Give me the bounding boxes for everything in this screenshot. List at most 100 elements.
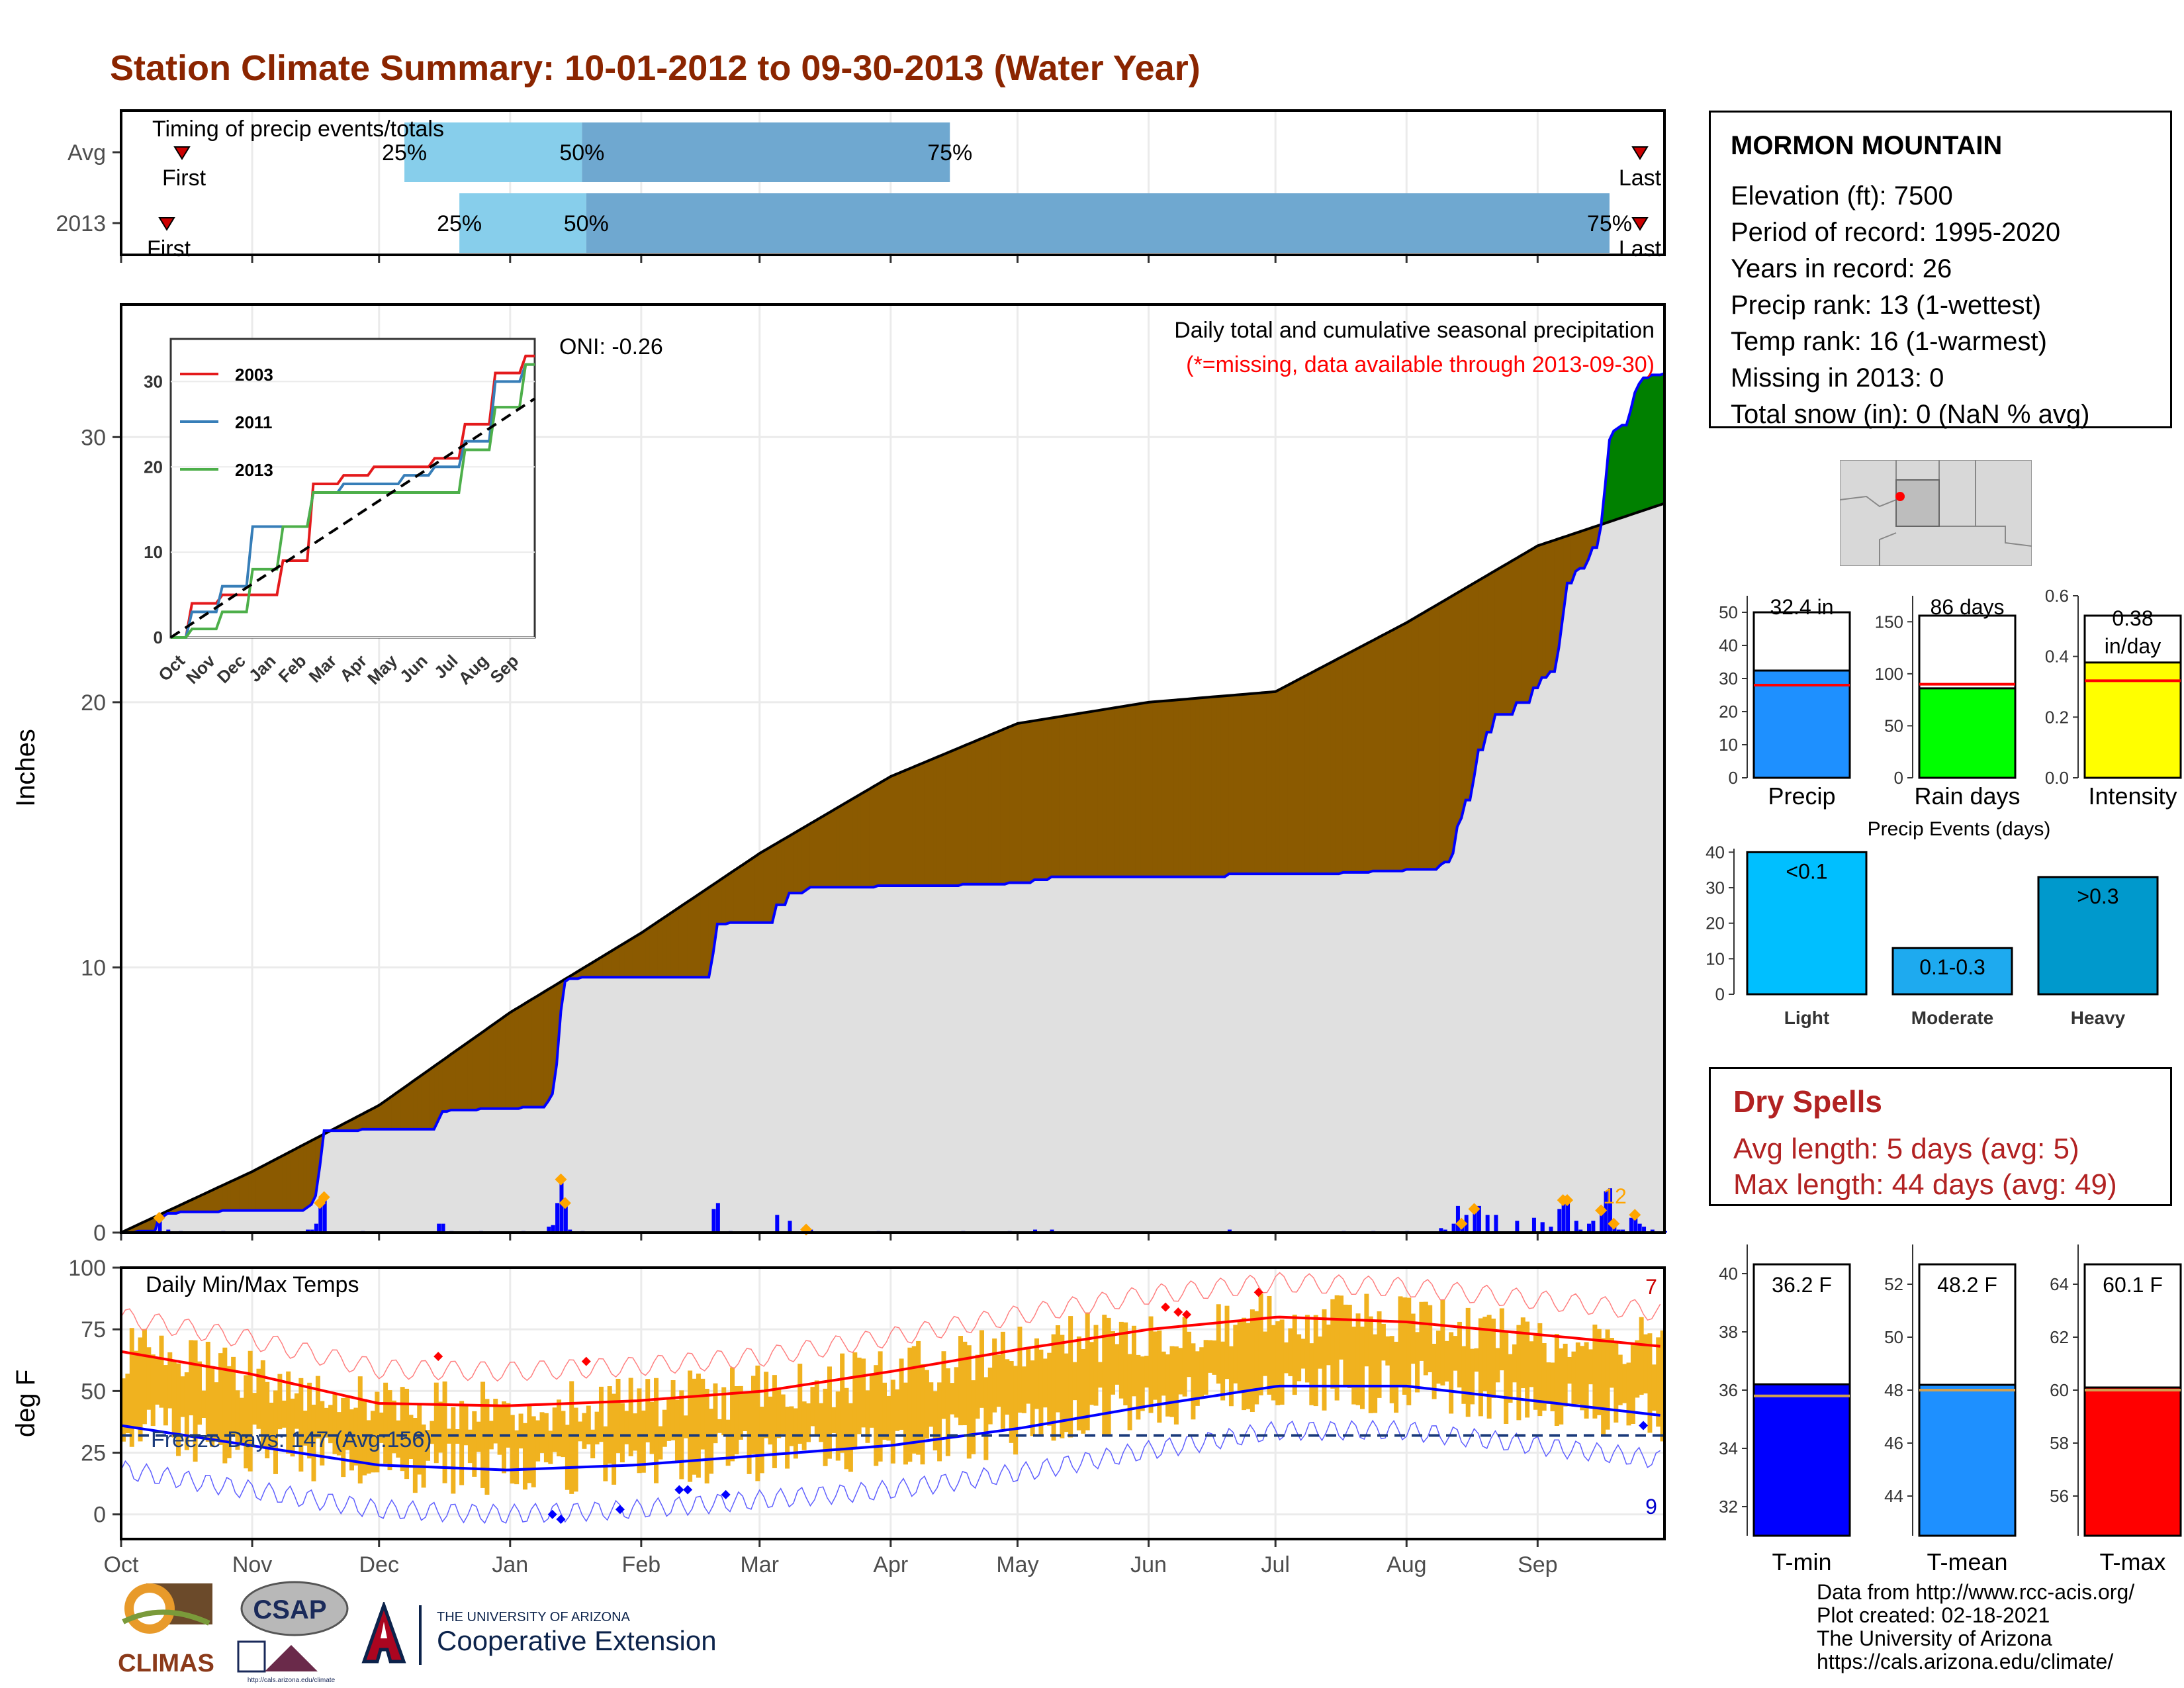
record-high-line — [120, 1272, 1661, 1382]
inset-line-2011 — [171, 363, 535, 639]
daily-temp-range-bar — [856, 1357, 862, 1434]
daily-temp-range-bar — [607, 1386, 612, 1464]
daily-temp-range-bar — [1415, 1332, 1420, 1393]
below-average-area — [882, 778, 887, 886]
daily-temp-range-bar — [1385, 1336, 1390, 1366]
sum-rain-days-tick: 50 — [1884, 716, 1903, 735]
timing-bar-q1-q2 — [404, 122, 582, 182]
daily-temp-range-bar — [150, 1354, 156, 1427]
daily-temp-range-bar — [1292, 1315, 1297, 1395]
daily-temp-range-bar — [1157, 1330, 1162, 1423]
below-average-area — [404, 1084, 409, 1130]
daily-temp-range-bar — [1617, 1354, 1623, 1405]
daily-temp-range-bar — [155, 1358, 160, 1405]
last-label: Last — [1619, 165, 1662, 191]
daily-temp-range-bar — [320, 1401, 325, 1466]
daily-temp-range-bar — [129, 1328, 134, 1447]
daily-temp-range-bar — [1491, 1318, 1496, 1398]
daily-temp-range-bar — [463, 1405, 469, 1446]
daily-temp-range-bar — [527, 1405, 532, 1483]
daily-temp-range-bar — [1499, 1308, 1504, 1371]
daily-temp-range-bar — [189, 1340, 194, 1416]
daily-temp-range-bar — [539, 1412, 545, 1453]
daily-temp-range-bar — [1199, 1347, 1205, 1399]
daily-temp-range-bar — [159, 1335, 164, 1408]
below-average-area — [391, 1092, 396, 1130]
daily-temp-range-bar — [755, 1365, 760, 1481]
daily-temp-range-bar — [493, 1399, 498, 1444]
events-y-tick: 0 — [1715, 984, 1725, 1004]
below-average-area — [966, 742, 972, 885]
precip-events-chart: Precip Events (days) 0 10 20 30 40 <0.1 Light 0.… — [1706, 821, 2159, 1028]
record-high-marker — [433, 1352, 443, 1362]
daily-precip-bar — [1608, 1188, 1612, 1233]
sum-intensity-tick: 0.2 — [2045, 707, 2069, 727]
daily-temp-range-bar — [1212, 1340, 1217, 1375]
daily-temp-range-bar — [852, 1352, 858, 1448]
station-years: Years in record: 26 — [1731, 254, 1952, 283]
summary-value-text: 86 days — [1930, 595, 2004, 619]
daily-temp-range-bar — [1283, 1342, 1289, 1374]
daily-precip-bar — [1515, 1221, 1520, 1233]
below-average-area — [522, 1002, 527, 1107]
daily-temp-range-bar — [819, 1403, 824, 1442]
below-average-area — [852, 796, 858, 888]
below-average-area — [1009, 724, 1014, 883]
below-average-area — [1410, 617, 1416, 870]
below-average-area — [1389, 628, 1394, 872]
month-label: Sep — [1518, 1552, 1558, 1577]
daily-precip-bar — [1561, 1199, 1566, 1233]
below-average-area — [1469, 582, 1475, 800]
daily-precip-bar — [1629, 1217, 1633, 1233]
summary-bar-charts: 0 10 20 30 40 50 32.4 in Precip 0 50 100 150 86 days… — [1719, 586, 2182, 810]
daily-temp-range-bar — [654, 1378, 659, 1483]
below-average-area — [1575, 531, 1580, 572]
below-average-area — [1414, 614, 1420, 870]
daily-temp-range-bar — [814, 1380, 819, 1437]
tmp-t-max-value-bar — [2083, 1386, 2182, 1537]
below-average-area — [1034, 720, 1039, 880]
daily-temp-range-bar — [598, 1386, 604, 1442]
daily-temp-range-bar — [1559, 1348, 1564, 1425]
daily-temp-range-bar — [1021, 1366, 1026, 1413]
daily-temp-range-bar — [497, 1405, 502, 1455]
sum-intensity-tick: 0.6 — [2045, 586, 2069, 606]
daily-temp-range-bar — [370, 1411, 375, 1473]
below-average-area — [387, 1096, 392, 1130]
daily-temp-range-bar — [1554, 1334, 1559, 1427]
precip-event-category: Light — [1784, 1008, 1829, 1028]
daily-temp-range-bar — [1038, 1349, 1044, 1437]
below-average-area — [1127, 704, 1132, 878]
daily-temp-range-bar — [476, 1421, 481, 1452]
daily-temp-range-bar — [1250, 1309, 1255, 1413]
below-average-area — [1182, 698, 1187, 878]
daily-precip-bar — [310, 1229, 314, 1233]
top-precip-day-marker — [1608, 1217, 1620, 1230]
below-average-area — [683, 901, 688, 978]
below-average-area — [1258, 692, 1263, 874]
daily-temp-range-bar — [1300, 1338, 1306, 1369]
daily-temp-range-bar — [134, 1350, 139, 1429]
below-average-area — [666, 912, 672, 978]
daily-temp-range-bar — [594, 1411, 600, 1445]
below-average-area — [269, 1160, 274, 1211]
daily-temp-range-bar — [801, 1401, 807, 1450]
below-average-area — [941, 753, 946, 886]
daily-temp-range-bar — [1449, 1332, 1454, 1414]
daily-temp-range-bar — [459, 1401, 465, 1485]
daily-temp-range-bar — [1326, 1325, 1331, 1366]
daily-temp-range-bar — [1081, 1348, 1086, 1434]
sum-precip-value-bar — [1752, 669, 1851, 779]
below-average-area — [374, 1104, 380, 1130]
daily-temp-range-bar — [823, 1388, 828, 1466]
sum-rain-days-tick: 150 — [1875, 612, 1903, 632]
daily-temp-range-bar — [1042, 1358, 1048, 1408]
below-average-area — [1368, 639, 1373, 873]
timing-label-50: 50% — [559, 140, 604, 165]
below-average-area — [1300, 675, 1306, 874]
below-average-area — [954, 747, 959, 886]
below-average-area — [1161, 700, 1166, 878]
sum-precip-tick: 50 — [1719, 602, 1738, 622]
summary-bar-label: Intensity — [2088, 782, 2177, 810]
above-average-area — [1639, 377, 1644, 512]
